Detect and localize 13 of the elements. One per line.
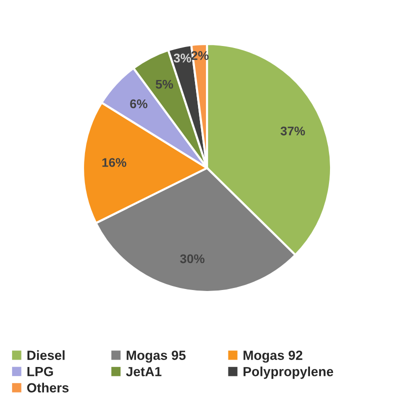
legend-label: Mogas 92	[244, 350, 302, 363]
data-label: 6%	[130, 99, 148, 108]
legend-label: LPG	[27, 366, 53, 376]
legend-label: Others	[27, 382, 69, 392]
data-label: 16%	[102, 158, 126, 167]
data-label: 5%	[156, 80, 174, 89]
data-label: 37%	[280, 126, 305, 136]
legend-label: JetA1	[126, 367, 162, 376]
legend-label: Mogas 95	[126, 350, 186, 363]
legend-label: Polypropylene	[244, 366, 334, 379]
data-label: 3%	[174, 54, 192, 63]
legend-label: Diesel	[27, 350, 65, 360]
data-label: 30%	[180, 254, 204, 264]
